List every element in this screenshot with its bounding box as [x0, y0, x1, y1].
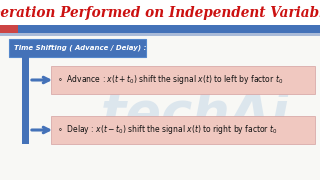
Text: Operation Performed on Independent Variables: Operation Performed on Independent Varia…	[0, 6, 320, 20]
FancyBboxPatch shape	[9, 39, 146, 57]
Text: $\circ$  Delay : $x(t - t_0)$ shift the signal $x(t)$ to right by factor $t_0$: $\circ$ Delay : $x(t - t_0)$ shift the s…	[57, 123, 278, 136]
Bar	[22, 56, 29, 144]
Text: techAi: techAi	[100, 89, 289, 141]
Text: Time Shifting ( Advance / Delay) :: Time Shifting ( Advance / Delay) :	[14, 45, 146, 51]
Bar	[0, 25, 18, 33]
Bar	[0, 33, 320, 36]
FancyBboxPatch shape	[51, 66, 315, 94]
Text: $\circ$  Advance : $x(t + t_0)$ shift the signal $x(t)$ to left by factor $t_0$: $\circ$ Advance : $x(t + t_0)$ shift the…	[57, 73, 283, 87]
Bar	[0, 0, 320, 25]
Bar	[18, 25, 320, 33]
FancyBboxPatch shape	[51, 116, 315, 144]
